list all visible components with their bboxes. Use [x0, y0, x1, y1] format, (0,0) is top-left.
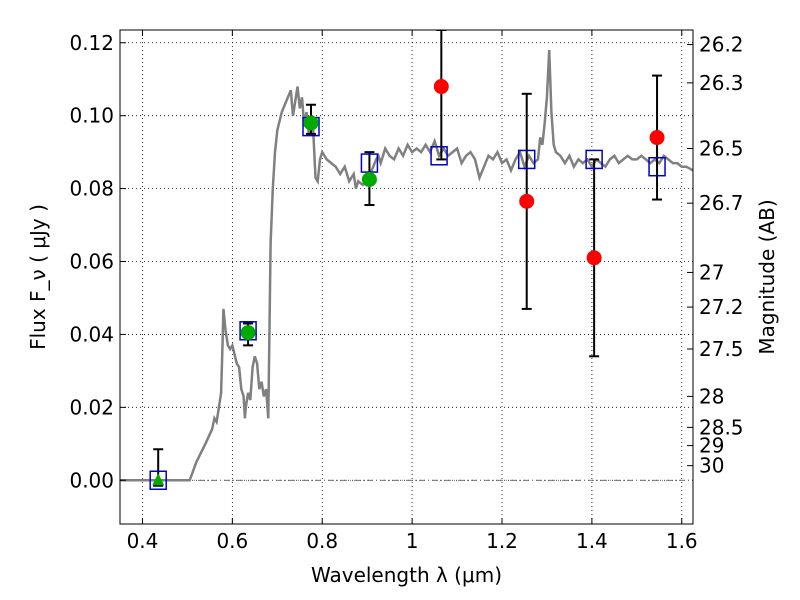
y-tick-label: 0.04 — [69, 322, 114, 346]
magnitude-tick-label: 26.7 — [699, 191, 744, 215]
x-axis-ticks: 0.4 0.6 0.8 1 1.2 1.4 1.6 — [127, 30, 698, 553]
x-tick-label: 1 — [406, 529, 419, 553]
observed-point — [361, 171, 377, 187]
magnitude-tick-label: 30 — [699, 454, 724, 478]
model-photometry-square — [648, 156, 666, 177]
observed-point — [649, 130, 665, 146]
magnitude-tick-label: 27.5 — [699, 337, 744, 361]
y-tick-label: 0.06 — [69, 250, 114, 274]
model-photometry-square — [430, 146, 448, 166]
x-tick-label: 0.8 — [306, 529, 338, 553]
y-tick-label: 0.10 — [69, 104, 114, 128]
model-photometry-square — [585, 149, 603, 170]
magnitude-tick-label: 28 — [699, 384, 724, 408]
magnitude-tick-label: 26.2 — [699, 33, 744, 57]
observed-point — [519, 193, 535, 209]
sed-model-line — [120, 50, 693, 482]
x-tick-label: 0.6 — [216, 529, 248, 553]
observed-point — [433, 79, 449, 95]
upper-limit-triangle — [152, 473, 165, 486]
y-axis-title: Flux F_ν ( μJy ) — [26, 204, 50, 350]
x-tick-label: 1.2 — [486, 529, 518, 553]
x-tick-label: 1.6 — [666, 529, 698, 553]
y-tick-label: 0.08 — [69, 177, 114, 201]
magnitude-axis-title: Magnitude (AB) — [755, 199, 779, 354]
model-photometry-square — [149, 470, 167, 491]
x-tick-label: 1.4 — [576, 529, 608, 553]
y-tick-label: 0.12 — [69, 31, 114, 55]
observed-point — [586, 250, 602, 266]
x-tick-label: 0.4 — [127, 529, 159, 553]
plot-frame — [119, 29, 694, 525]
magnitude-tick-label: 29 — [699, 434, 724, 458]
magnitude-tick-label: 27.2 — [699, 295, 744, 319]
magnitude-tick-label: 28.5 — [699, 415, 744, 439]
grid-lines — [120, 30, 693, 524]
x-axis-title: Wavelength λ (μm) — [311, 563, 502, 587]
observed-point — [303, 115, 319, 131]
magnitude-tick-label: 27 — [699, 260, 724, 284]
observed-point — [240, 325, 256, 341]
y-tick-label: 0.00 — [69, 468, 114, 492]
model-photometry-square — [517, 149, 536, 170]
model-photometry-markers — [149, 116, 666, 491]
error-bars — [153, 30, 663, 487]
magnitude-tick-label: 26.3 — [699, 71, 744, 95]
magnitude-tick-label: 26.5 — [699, 136, 744, 160]
y-tick-label: 0.02 — [69, 395, 114, 419]
observed-points — [152, 79, 665, 486]
y-axis-ticks: 0.00 0.02 0.04 0.06 0.08 0.10 0.12 — [69, 31, 126, 492]
plot-area — [120, 30, 693, 491]
